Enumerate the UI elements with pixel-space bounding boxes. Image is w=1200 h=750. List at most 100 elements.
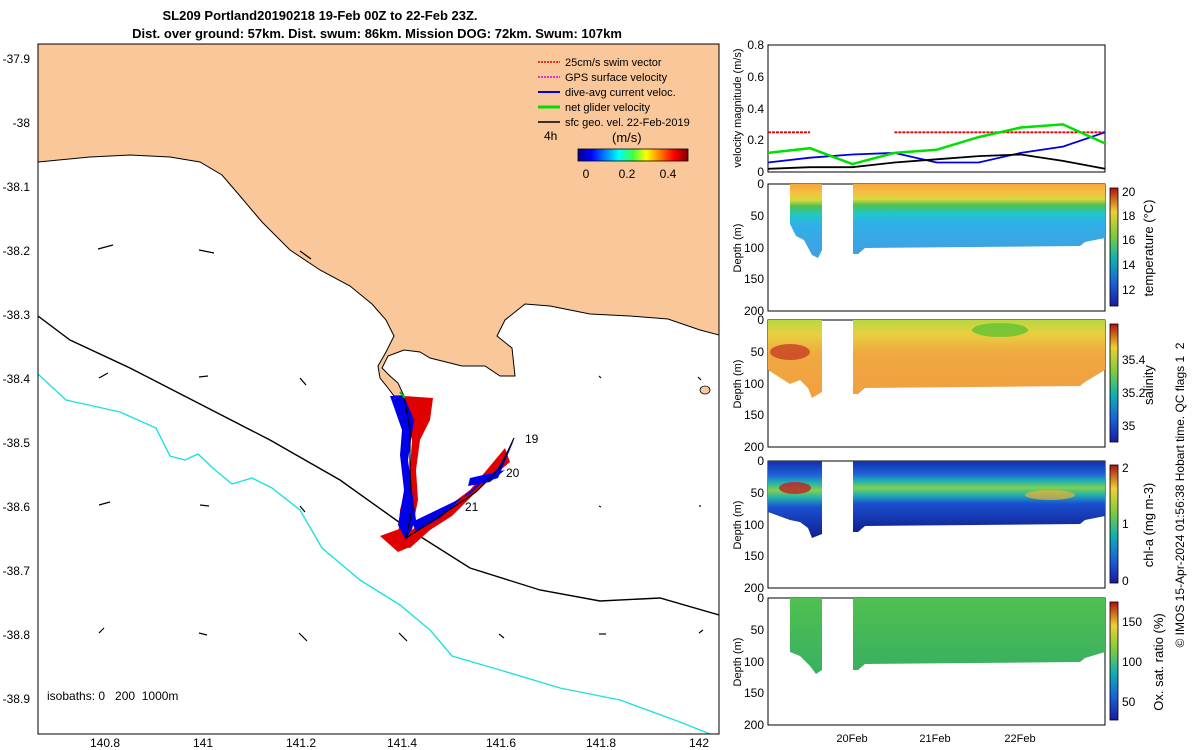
- legend-label: net glider velocity: [565, 102, 650, 114]
- map-colorbar-tick: 0.2: [619, 167, 636, 181]
- map-x-tick: 141.2: [286, 736, 316, 750]
- map-x-tick: 141.8: [586, 736, 616, 750]
- oxygen-panel: 0 50 100 150 200 Depth (m) 50 100 150 Ox…: [732, 591, 1166, 732]
- sal-cb-tick: 35.4: [1122, 353, 1146, 367]
- temp-cb-tick: 18: [1122, 209, 1136, 223]
- temp-cb-tick: 14: [1122, 258, 1136, 272]
- map-y-tick: -38.4: [3, 372, 31, 386]
- day-label-19: 19: [525, 432, 539, 446]
- map-y-tick: -38.2: [3, 244, 31, 258]
- vel-y-tick: 0.4: [747, 102, 764, 116]
- map-panel: 19 20 21 isobaths: 0 200 1000m 140.8 141…: [3, 43, 720, 750]
- map-x-tick: 141: [193, 736, 213, 750]
- oxygen-section: [853, 598, 1105, 670]
- sal-colorbar: [1109, 323, 1119, 443]
- ox-cb-tick: 50: [1122, 695, 1136, 709]
- ox-cb-tick: 150: [1122, 615, 1142, 629]
- map-y-tick: -37.9: [3, 52, 31, 66]
- credit-footer: © IMOS 15-Apr-2024 01:56:38 Hobart time.…: [1173, 342, 1187, 647]
- temperature-panel: 0 50 100 150 200 Depth (m) 12 14 16 18 2…: [732, 177, 1156, 318]
- sal-y-tick: 50: [751, 345, 765, 359]
- chl-y-tick: 0: [757, 454, 764, 468]
- chl-cb-tick: 1: [1122, 517, 1129, 531]
- sal-cb-tick: 35: [1122, 419, 1136, 433]
- date-tick: 22Feb: [1004, 733, 1035, 745]
- map-legend: 25cm/s swim vector GPS surface velocity …: [538, 57, 690, 181]
- date-tick: 21Feb: [919, 733, 950, 745]
- land-area: [38, 44, 719, 397]
- temp-y-tick: 100: [744, 241, 764, 255]
- map-x-tick: 140.8: [90, 736, 120, 750]
- map-y-tick: -38.1: [3, 180, 31, 194]
- chla-panel: 0 50 100 150 200 Depth (m) 0 1 2 chl-a (…: [732, 454, 1156, 595]
- map-x-tick: 141.4: [387, 736, 417, 750]
- isobaths-label: isobaths: 0 200 1000m: [47, 689, 178, 703]
- velocity-series-line: [767, 131, 1106, 164]
- sal-y-label: Depth (m): [732, 360, 744, 409]
- velocity-series-line: [767, 153, 1106, 170]
- ox-y-tick: 0: [757, 591, 764, 605]
- chl-y-tick: 150: [744, 549, 764, 563]
- ox-y-label: Depth (m): [732, 638, 744, 687]
- legend-label: 25cm/s swim vector: [565, 57, 662, 69]
- map-colorbar: [577, 148, 689, 162]
- sal-y-tick: 200: [744, 440, 764, 454]
- ox-cb-tick: 100: [1122, 655, 1142, 669]
- ox-colorbar: [1109, 601, 1119, 721]
- temp-cb-tick: 12: [1122, 283, 1136, 297]
- temp-y-tick: 50: [751, 209, 765, 223]
- chl-cb-tick: 0: [1122, 574, 1129, 588]
- map-x-tick: 142: [689, 736, 709, 750]
- temp-y-tick: 0: [757, 177, 764, 191]
- day-label-20: 20: [506, 466, 520, 480]
- ox-y-tick: 150: [744, 686, 764, 700]
- isobath-200m: [38, 315, 719, 616]
- map-x-tick: 141.6: [486, 736, 516, 750]
- map-y-ticks: -37.9 -38 -38.1 -38.2 -38.3 -38.4 -38.5 …: [3, 52, 31, 706]
- sal-y-tick: 150: [744, 408, 764, 422]
- chl-y-label: Depth (m): [732, 501, 744, 550]
- chl-y-tick: 100: [744, 518, 764, 532]
- ox-cb-label: Ox. sat. ratio (%): [1151, 613, 1166, 711]
- chl-cb-tick: 2: [1122, 461, 1129, 475]
- temp-y-label: Depth (m): [732, 224, 744, 273]
- sal-y-tick: 100: [744, 377, 764, 391]
- vel-y-tick: 0: [757, 165, 764, 179]
- isobath-1000m: [38, 373, 711, 734]
- chl-cb-label: chl-a (mg m-3): [1141, 483, 1156, 568]
- legend-label: GPS surface velocity: [565, 72, 668, 84]
- island: [699, 385, 711, 395]
- vel-y-label: velocity magnitude (m/s): [732, 48, 744, 167]
- chl-colorbar: [1109, 464, 1119, 584]
- map-x-ticks: 140.8 141 141.2 141.4 141.6 141.8 142: [90, 736, 709, 750]
- glider-track: [380, 391, 515, 552]
- ox-y-tick: 100: [744, 655, 764, 669]
- title-line-1: SL209 Portland20190218 19-Feb 00Z to 22-…: [162, 8, 477, 23]
- day-label-21: 21: [465, 500, 479, 514]
- legend-label: sfc geo. vel. 22-Feb-2019: [565, 117, 690, 129]
- date-tick: 20Feb: [836, 733, 867, 745]
- temperature-section: [790, 184, 822, 258]
- temp-cb-label: temperature (°C): [1141, 200, 1156, 297]
- map-y-tick: -38: [13, 116, 31, 130]
- map-y-tick: -38.6: [3, 500, 31, 514]
- legend-label: dive-avg current veloc.: [565, 87, 676, 99]
- chla-section: [768, 461, 822, 538]
- title-line-2: Dist. over ground: 57km. Dist. swum: 86k…: [132, 26, 622, 41]
- map-colorbar-tick: 0: [583, 167, 590, 181]
- sal-y-tick: 0: [757, 313, 764, 327]
- map-y-tick: -38.3: [3, 308, 31, 322]
- colorbar-time-label: 4h: [544, 129, 557, 143]
- vel-y-tick: 0.6: [747, 70, 764, 84]
- temperature-section: [853, 184, 1105, 254]
- temp-colorbar: [1109, 187, 1119, 307]
- vel-y-tick: 0.8: [747, 38, 764, 52]
- geostrophic-arrows: [97, 244, 704, 642]
- sal-cb-label: salinity: [1141, 365, 1156, 405]
- map-colorbar-tick: 0.4: [660, 167, 677, 181]
- chl-y-tick: 50: [751, 486, 765, 500]
- temp-y-tick: 150: [744, 272, 764, 286]
- map-y-tick: -38.5: [3, 436, 31, 450]
- velocity-series: [767, 123, 1106, 170]
- vel-y-tick: 0.2: [747, 133, 764, 147]
